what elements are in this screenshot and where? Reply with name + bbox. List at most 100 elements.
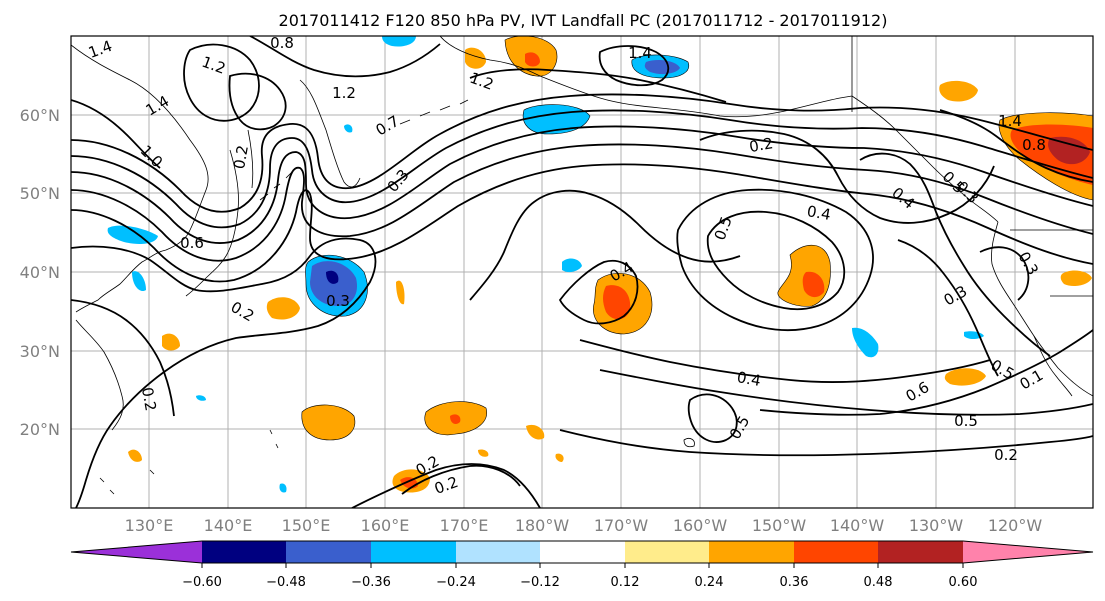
pv-patch-bc-max bbox=[1048, 136, 1090, 165]
colorbar-tick-label: −0.24 bbox=[436, 575, 476, 590]
colorbar-cell bbox=[71, 541, 202, 563]
coast-aleutians bbox=[399, 99, 469, 125]
colorbar-cell bbox=[625, 541, 709, 563]
colorbar-tick-label: 0.60 bbox=[949, 575, 978, 590]
contour-bc bbox=[939, 109, 1093, 183]
contour-0.3-coast-us bbox=[979, 246, 1030, 301]
longitude-labels: 130°E 140°E 150°E 160°E 170°E 180°W 170°… bbox=[125, 516, 1043, 535]
pv-patch-small-4 bbox=[128, 449, 142, 462]
colorbar-tick-label: −0.48 bbox=[266, 575, 306, 590]
pv-patch-small-12 bbox=[279, 483, 287, 493]
lon-label: 150°W bbox=[752, 516, 807, 535]
lon-label: 170°W bbox=[594, 516, 649, 535]
pv-patch-kamchatka-core bbox=[326, 270, 339, 284]
contour-label: 0.2 bbox=[994, 446, 1018, 464]
contour-1.2-alaska bbox=[469, 68, 727, 103]
contour-0.4-east bbox=[859, 152, 1051, 357]
contour-jet-4 bbox=[71, 143, 1093, 262]
pv-patch-subtropic-east bbox=[944, 368, 986, 386]
lon-label: 140°W bbox=[830, 516, 885, 535]
contour-label: 1.2 bbox=[332, 84, 356, 102]
pv-patch-small-7 bbox=[132, 271, 146, 292]
coastlines bbox=[71, 36, 1093, 495]
lat-label: 50°N bbox=[20, 184, 60, 203]
contour-0.6-south bbox=[759, 329, 1093, 416]
lon-label: 130°E bbox=[125, 516, 174, 535]
lon-label: 160°W bbox=[673, 516, 728, 535]
colorbar-tick-labels: −0.60 −0.48 −0.36 −0.24 −0.12 0.12 0.24 … bbox=[182, 575, 977, 590]
lat-label: 20°N bbox=[20, 420, 60, 439]
contour-label: 0.2 bbox=[748, 134, 775, 156]
colorbar-cell bbox=[371, 541, 456, 563]
colorbar-tick-label: 0.36 bbox=[780, 575, 809, 590]
contour-0.5-low-south bbox=[687, 393, 738, 443]
colorbar-cell bbox=[963, 541, 1093, 563]
contour-mid-basin bbox=[469, 189, 741, 301]
lon-label: 120°W bbox=[988, 516, 1043, 535]
map-panel: 1.4 0.8 1.2 1.4 1.0 0.6 1.2 1.4 1.2 0.7 … bbox=[70, 34, 1094, 509]
contour-0.3-west bbox=[71, 237, 377, 508]
colorbar-cells bbox=[70, 540, 1094, 564]
colorbar-cell bbox=[456, 541, 540, 563]
contour-label: 0.3 bbox=[326, 292, 350, 310]
coast-islands bbox=[99, 429, 695, 495]
pv-patch-small-6 bbox=[555, 453, 564, 462]
contour-1.4-north bbox=[228, 72, 287, 131]
colorbar-tick-label: 0.24 bbox=[695, 575, 724, 590]
pv-patch-small-11 bbox=[196, 395, 206, 401]
pv-patch-mid-east-core bbox=[802, 271, 825, 298]
contour-label: 0.8 bbox=[270, 34, 294, 52]
contour-label: 0.6 bbox=[180, 234, 204, 252]
pv-patch-small-9 bbox=[852, 327, 879, 358]
pv-patch-bering bbox=[465, 47, 486, 69]
lon-label: 150°E bbox=[282, 516, 331, 535]
pv-patch-small-5 bbox=[478, 449, 489, 457]
pv-patch-small-8 bbox=[562, 258, 582, 273]
contour-0.2-south bbox=[351, 463, 541, 508]
contour-0.4-south bbox=[579, 339, 991, 383]
colorbar-tick-label: −0.60 bbox=[182, 575, 222, 590]
pv-patch-subtropic-west bbox=[301, 404, 356, 441]
lon-label: 180°W bbox=[515, 516, 570, 535]
colorbar-tick-label: 0.48 bbox=[864, 575, 893, 590]
contour-label: 0.2 bbox=[230, 144, 252, 171]
contour-alaska-1.4 bbox=[598, 45, 670, 87]
coast-sakhalin bbox=[247, 129, 254, 189]
pv-patch-gulf-alaska-core bbox=[644, 60, 680, 75]
pv-patch-yukon bbox=[939, 80, 978, 102]
graticule bbox=[71, 36, 1093, 508]
colorbar-cell bbox=[540, 541, 625, 563]
lat-label: 40°N bbox=[20, 263, 60, 282]
pv-patch-small-3 bbox=[526, 424, 545, 440]
map-frame bbox=[70, 35, 1094, 509]
pv-patch-small-13 bbox=[344, 124, 353, 133]
coast-canada-west bbox=[851, 95, 999, 223]
lat-label: 30°N bbox=[20, 342, 60, 361]
coast-us-west bbox=[991, 221, 1093, 397]
colorbar-tick-label: 0.12 bbox=[611, 575, 640, 590]
latitude-labels: 60°N 50°N 40°N 30°N 20°N bbox=[20, 106, 60, 439]
contour-0.8-north bbox=[249, 36, 441, 78]
contour-jet-5 bbox=[71, 163, 1093, 283]
lon-label: 160°E bbox=[361, 516, 410, 535]
lon-label: 170°E bbox=[440, 516, 489, 535]
coast-japan bbox=[185, 149, 239, 297]
contour-1.0-northwest bbox=[71, 99, 161, 169]
coast-asia bbox=[71, 44, 209, 313]
pv-patch-top bbox=[382, 36, 416, 47]
colorbar: −0.60 −0.48 −0.36 −0.24 −0.12 0.12 0.24 … bbox=[70, 540, 1094, 590]
colorbar-cell bbox=[709, 541, 794, 563]
contour-0.3-east bbox=[897, 239, 999, 377]
contour-label: 0.2 bbox=[138, 386, 160, 413]
colorbar-tick-label: −0.12 bbox=[520, 575, 560, 590]
coast-china bbox=[75, 319, 124, 431]
lon-label: 130°W bbox=[909, 516, 964, 535]
map-title: 2017011412 F120 850 hPa PV, IVT Landfall… bbox=[279, 11, 888, 30]
contour-label: 0.4 bbox=[736, 368, 763, 390]
contour-west-0.2 bbox=[71, 299, 175, 417]
contour-0.2-inner bbox=[401, 464, 521, 495]
contour-label: 1.4 bbox=[998, 112, 1022, 130]
coast-alaska bbox=[439, 36, 853, 118]
contour-0.2-far-south bbox=[559, 429, 1093, 457]
